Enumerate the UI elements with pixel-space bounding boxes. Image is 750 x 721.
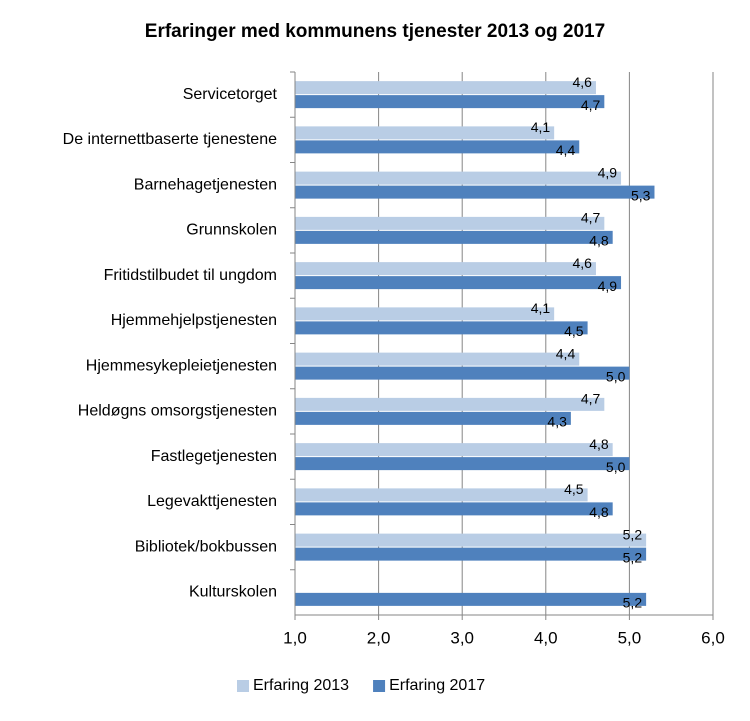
data-label: 4,9 [598,164,618,180]
data-label: 4,7 [581,97,601,113]
bar [295,488,588,502]
data-label: 5,2 [623,595,643,611]
y-tick-label: Heldøgns omsorgstjenesten [78,403,277,420]
chart-title: Erfaringer med kommunens tjenester 2013 … [145,21,605,42]
bar [295,216,605,230]
bar [295,533,647,547]
y-tick-label: Grunnskolen [186,222,277,239]
data-label: 4,5 [564,481,584,497]
data-label: 5,2 [623,526,643,542]
data-label: 5,2 [623,549,643,565]
bar [295,457,630,471]
data-label: 4,7 [581,210,601,226]
legend-label: Erfaring 2017 [389,677,485,694]
data-label: 4,5 [564,323,584,339]
x-tick-label: 6,0 [701,628,725,647]
legend-swatch [237,680,249,692]
y-tick-label: Fastlegetjenesten [151,448,277,465]
bar [295,502,613,516]
bar [295,95,605,109]
legend-label: Erfaring 2013 [253,677,349,694]
bar [295,321,588,335]
data-label: 5,3 [631,187,651,203]
x-tick-label: 1,0 [283,628,307,647]
bar [295,443,613,457]
x-tick-label: 5,0 [618,628,642,647]
y-tick-label: Hjemmehjelpstjenesten [111,312,277,329]
x-tick-label: 2,0 [367,628,391,647]
y-tick-label: Legevakttjenesten [147,493,277,510]
bar [295,366,630,380]
bar [295,171,622,185]
data-label: 4,4 [556,142,576,158]
x-tick-label: 4,0 [534,628,558,647]
y-tick-label: Kulturskolen [189,584,277,601]
x-tick-label: 3,0 [450,628,474,647]
bar [295,547,647,561]
y-tick-label: Bibliotek/bokbussen [135,538,277,555]
data-label: 4,6 [572,74,592,90]
bar [295,352,580,366]
data-label: 4,1 [531,119,551,135]
bar [295,262,596,276]
data-label: 4,1 [531,300,551,316]
data-label: 4,4 [556,345,576,361]
legend-swatch [373,680,386,692]
data-label: 4,9 [598,278,618,294]
bar [295,592,647,606]
data-label: 4,8 [589,233,609,249]
bar [295,307,555,321]
bar [295,397,605,411]
bar [295,411,571,425]
bar [295,276,622,290]
data-label: 4,3 [547,414,567,430]
bar [295,126,555,140]
data-label: 4,7 [581,391,601,407]
y-tick-label: De internettbaserte tjenestene [63,131,277,148]
bar [295,185,655,199]
data-label: 4,6 [572,255,592,271]
y-tick-label: Servicetorget [183,86,278,103]
data-label: 4,8 [589,504,609,520]
data-label: 5,0 [606,459,626,475]
bar [295,230,613,244]
data-label: 5,0 [606,368,626,384]
y-tick-label: Barnehagetjenesten [134,176,277,193]
data-label: 4,8 [589,436,609,452]
y-tick-label: Hjemmesykepleietjenesten [86,357,277,374]
bar [295,140,580,154]
bar [295,81,596,95]
y-tick-label: Fritidstilbudet til ungdom [104,267,277,284]
